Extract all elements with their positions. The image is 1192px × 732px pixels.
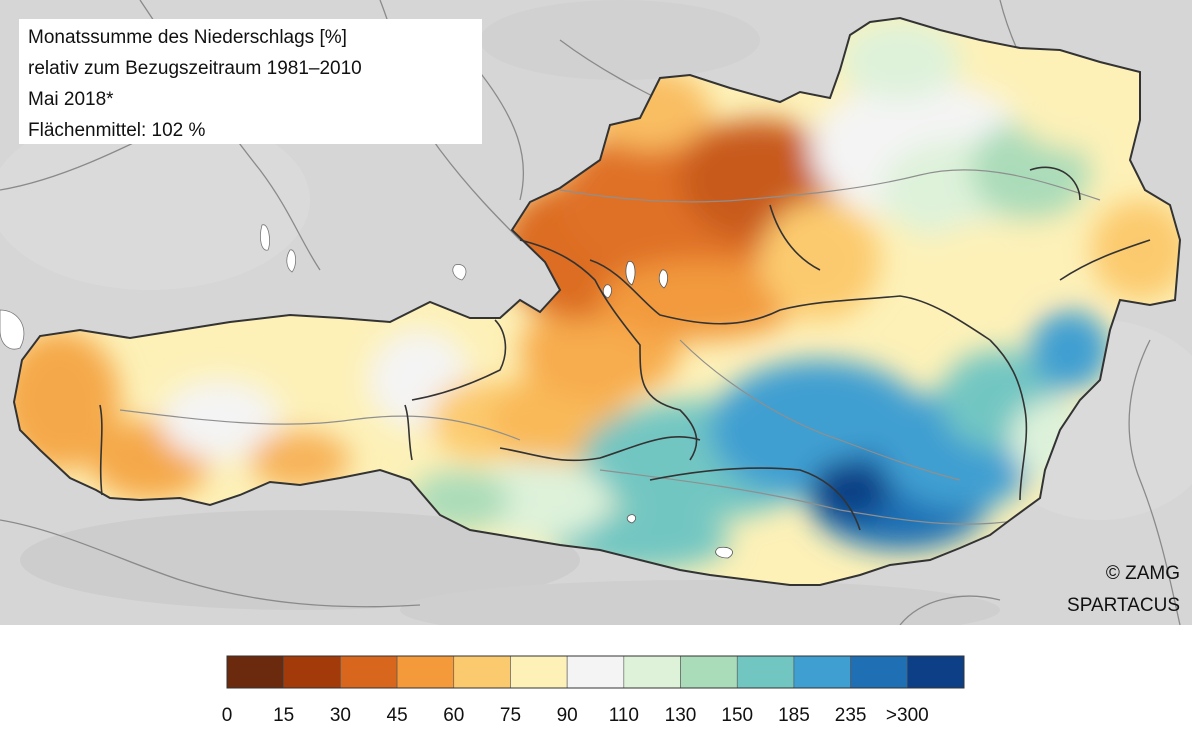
legend-tick-label: 110 bbox=[609, 705, 639, 726]
legend-swatch bbox=[680, 655, 738, 689]
legend-tick-label: 150 bbox=[721, 705, 753, 726]
dataset-credit: SPARTACUS bbox=[1067, 595, 1180, 616]
legend-swatch bbox=[793, 655, 851, 689]
country-border bbox=[12, 16, 1182, 586]
legend-tick-label: 185 bbox=[778, 705, 810, 726]
legend-swatch bbox=[396, 655, 455, 689]
legend-swatch bbox=[226, 655, 284, 689]
legend-tick-label: 15 bbox=[273, 705, 294, 726]
legend-swatch bbox=[623, 655, 681, 689]
legend-outline bbox=[226, 655, 965, 689]
legend-swatch bbox=[850, 655, 908, 689]
legend-tick-label: 130 bbox=[665, 705, 697, 726]
legend-swatch bbox=[453, 655, 511, 689]
inner-lakes bbox=[602, 260, 733, 559]
legend-tick-label: 30 bbox=[330, 705, 351, 726]
copyright-credit: © ZAMG bbox=[1105, 563, 1180, 584]
map-title: Monatssumme des Niederschlags [%] bbox=[28, 27, 347, 48]
legend-tick-label: 0 bbox=[222, 705, 233, 726]
legend-color-boxes bbox=[226, 655, 965, 689]
legend-tick-label: 75 bbox=[500, 705, 521, 726]
legend-tick-labels: 0 15 30 45 60 75 90 110 130 150 185 235 >300 bbox=[222, 705, 929, 726]
area-mean: Flächenmittel: 102 % bbox=[28, 120, 206, 141]
legend-swatch bbox=[510, 655, 568, 689]
info-box: Monatssumme des Niederschlags [%] relati… bbox=[19, 19, 482, 144]
legend-swatch bbox=[283, 655, 341, 689]
inner-rivers bbox=[119, 169, 1101, 525]
legend-swatch bbox=[736, 655, 795, 689]
legend-tick-label: 45 bbox=[387, 705, 408, 726]
legend-tick-label: 90 bbox=[557, 705, 578, 726]
reference-period: relativ zum Bezugszeitraum 1981–2010 bbox=[28, 58, 362, 79]
legend-swatch bbox=[566, 655, 625, 689]
legend-swatch bbox=[907, 655, 965, 689]
legend-tick-label: 60 bbox=[443, 705, 464, 726]
color-legend: 0 15 30 45 60 75 90 110 130 150 185 235 >300 bbox=[222, 655, 965, 726]
precipitation-map bbox=[0, 0, 1192, 625]
province-borders bbox=[99, 166, 1151, 531]
legend-tick-label: 235 bbox=[835, 705, 867, 726]
legend-swatch bbox=[340, 655, 398, 689]
month-label: Mai 2018* bbox=[28, 89, 114, 110]
legend-tick-label: >300 bbox=[886, 705, 929, 726]
